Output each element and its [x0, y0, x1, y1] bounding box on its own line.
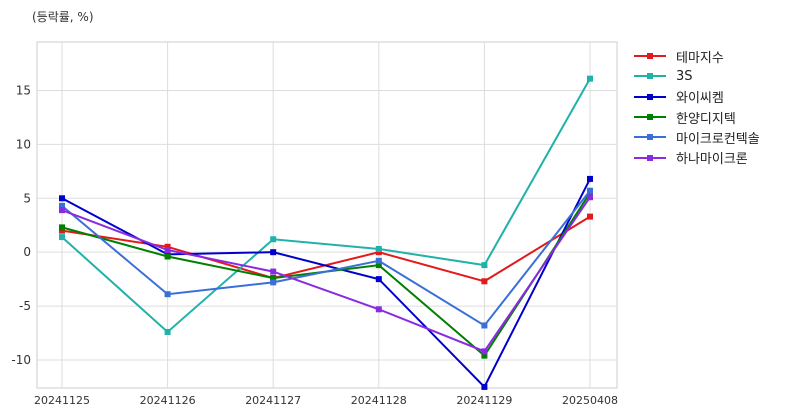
data-point — [270, 236, 277, 243]
legend-label: 3S — [676, 68, 693, 84]
legend-marker — [647, 73, 653, 80]
legend-marker — [647, 114, 653, 121]
y-tick-label: 15 — [16, 84, 31, 98]
y-tick-label: -10 — [11, 353, 31, 367]
data-point — [587, 194, 593, 201]
data-point — [375, 306, 382, 313]
legend-item: 마이크로컨텍솔 — [634, 127, 760, 147]
data-point — [481, 278, 488, 285]
x-tick-label: 20241128 — [351, 394, 407, 407]
y-tick-label: 0 — [23, 245, 31, 259]
series-line — [61, 196, 591, 353]
legend-swatch — [634, 111, 666, 123]
legend-swatch — [634, 152, 666, 164]
data-point — [164, 253, 171, 260]
data-point — [59, 195, 65, 202]
plot-frame — [36, 41, 618, 389]
data-point — [481, 348, 488, 355]
legend-label: 테마지수 — [676, 50, 724, 66]
legend-swatch — [634, 131, 666, 143]
legend-item: 한양디지텍 — [634, 107, 760, 127]
data-point — [164, 291, 171, 298]
series-line — [61, 178, 591, 389]
data-point — [375, 276, 382, 283]
data-point — [270, 275, 277, 282]
legend-marker — [647, 53, 653, 60]
legend-swatch — [634, 50, 666, 62]
data-point — [375, 245, 382, 252]
legend-item: 하나마이크론 — [634, 147, 760, 167]
legend-label: 한양디지텍 — [676, 111, 736, 127]
y-tick-label: 10 — [16, 137, 31, 151]
data-point — [164, 328, 171, 335]
x-tick-label: 20241125 — [34, 394, 90, 407]
data-point — [375, 262, 382, 269]
data-point — [164, 247, 171, 254]
unit-label: (등락률, %) — [32, 10, 94, 24]
data-point — [481, 262, 488, 269]
data-point — [59, 207, 65, 214]
legend-label: 하나마이크론 — [676, 152, 748, 168]
data-point — [587, 75, 593, 82]
x-tick-label: 20241126 — [140, 394, 196, 407]
y-tick-label: -5 — [19, 299, 31, 313]
legend-marker — [647, 134, 653, 141]
data-point — [270, 268, 277, 275]
data-point — [481, 383, 488, 390]
legend-label: 마이크로컨텍솔 — [676, 131, 760, 147]
legend-swatch — [634, 91, 666, 103]
x-tick-label: 20241129 — [456, 394, 512, 407]
legend-item: 와이씨켐 — [634, 87, 760, 107]
data-point — [481, 322, 488, 329]
data-point — [59, 227, 65, 234]
legend-swatch — [634, 70, 666, 82]
legend-marker — [647, 154, 653, 161]
data-point — [270, 249, 277, 256]
x-tick-label: 20250408 — [562, 394, 618, 407]
data-point — [59, 202, 65, 209]
data-point — [375, 249, 382, 256]
x-tick-label: 20241127 — [245, 394, 301, 407]
legend-label: 와이씨켐 — [676, 91, 724, 107]
legend-item: 3S — [634, 66, 760, 86]
legend-item: 테마지수 — [634, 46, 760, 66]
data-point — [587, 187, 593, 194]
data-point — [375, 257, 382, 264]
data-point — [587, 175, 593, 182]
data-point — [481, 352, 488, 359]
data-point — [59, 234, 65, 241]
data-point — [270, 279, 277, 286]
series-line — [61, 78, 591, 334]
series-line — [61, 190, 591, 327]
y-tick-label: 5 — [23, 191, 31, 205]
data-point — [164, 243, 171, 250]
data-point — [59, 224, 65, 231]
data-point — [587, 213, 593, 220]
legend-marker — [647, 93, 653, 100]
